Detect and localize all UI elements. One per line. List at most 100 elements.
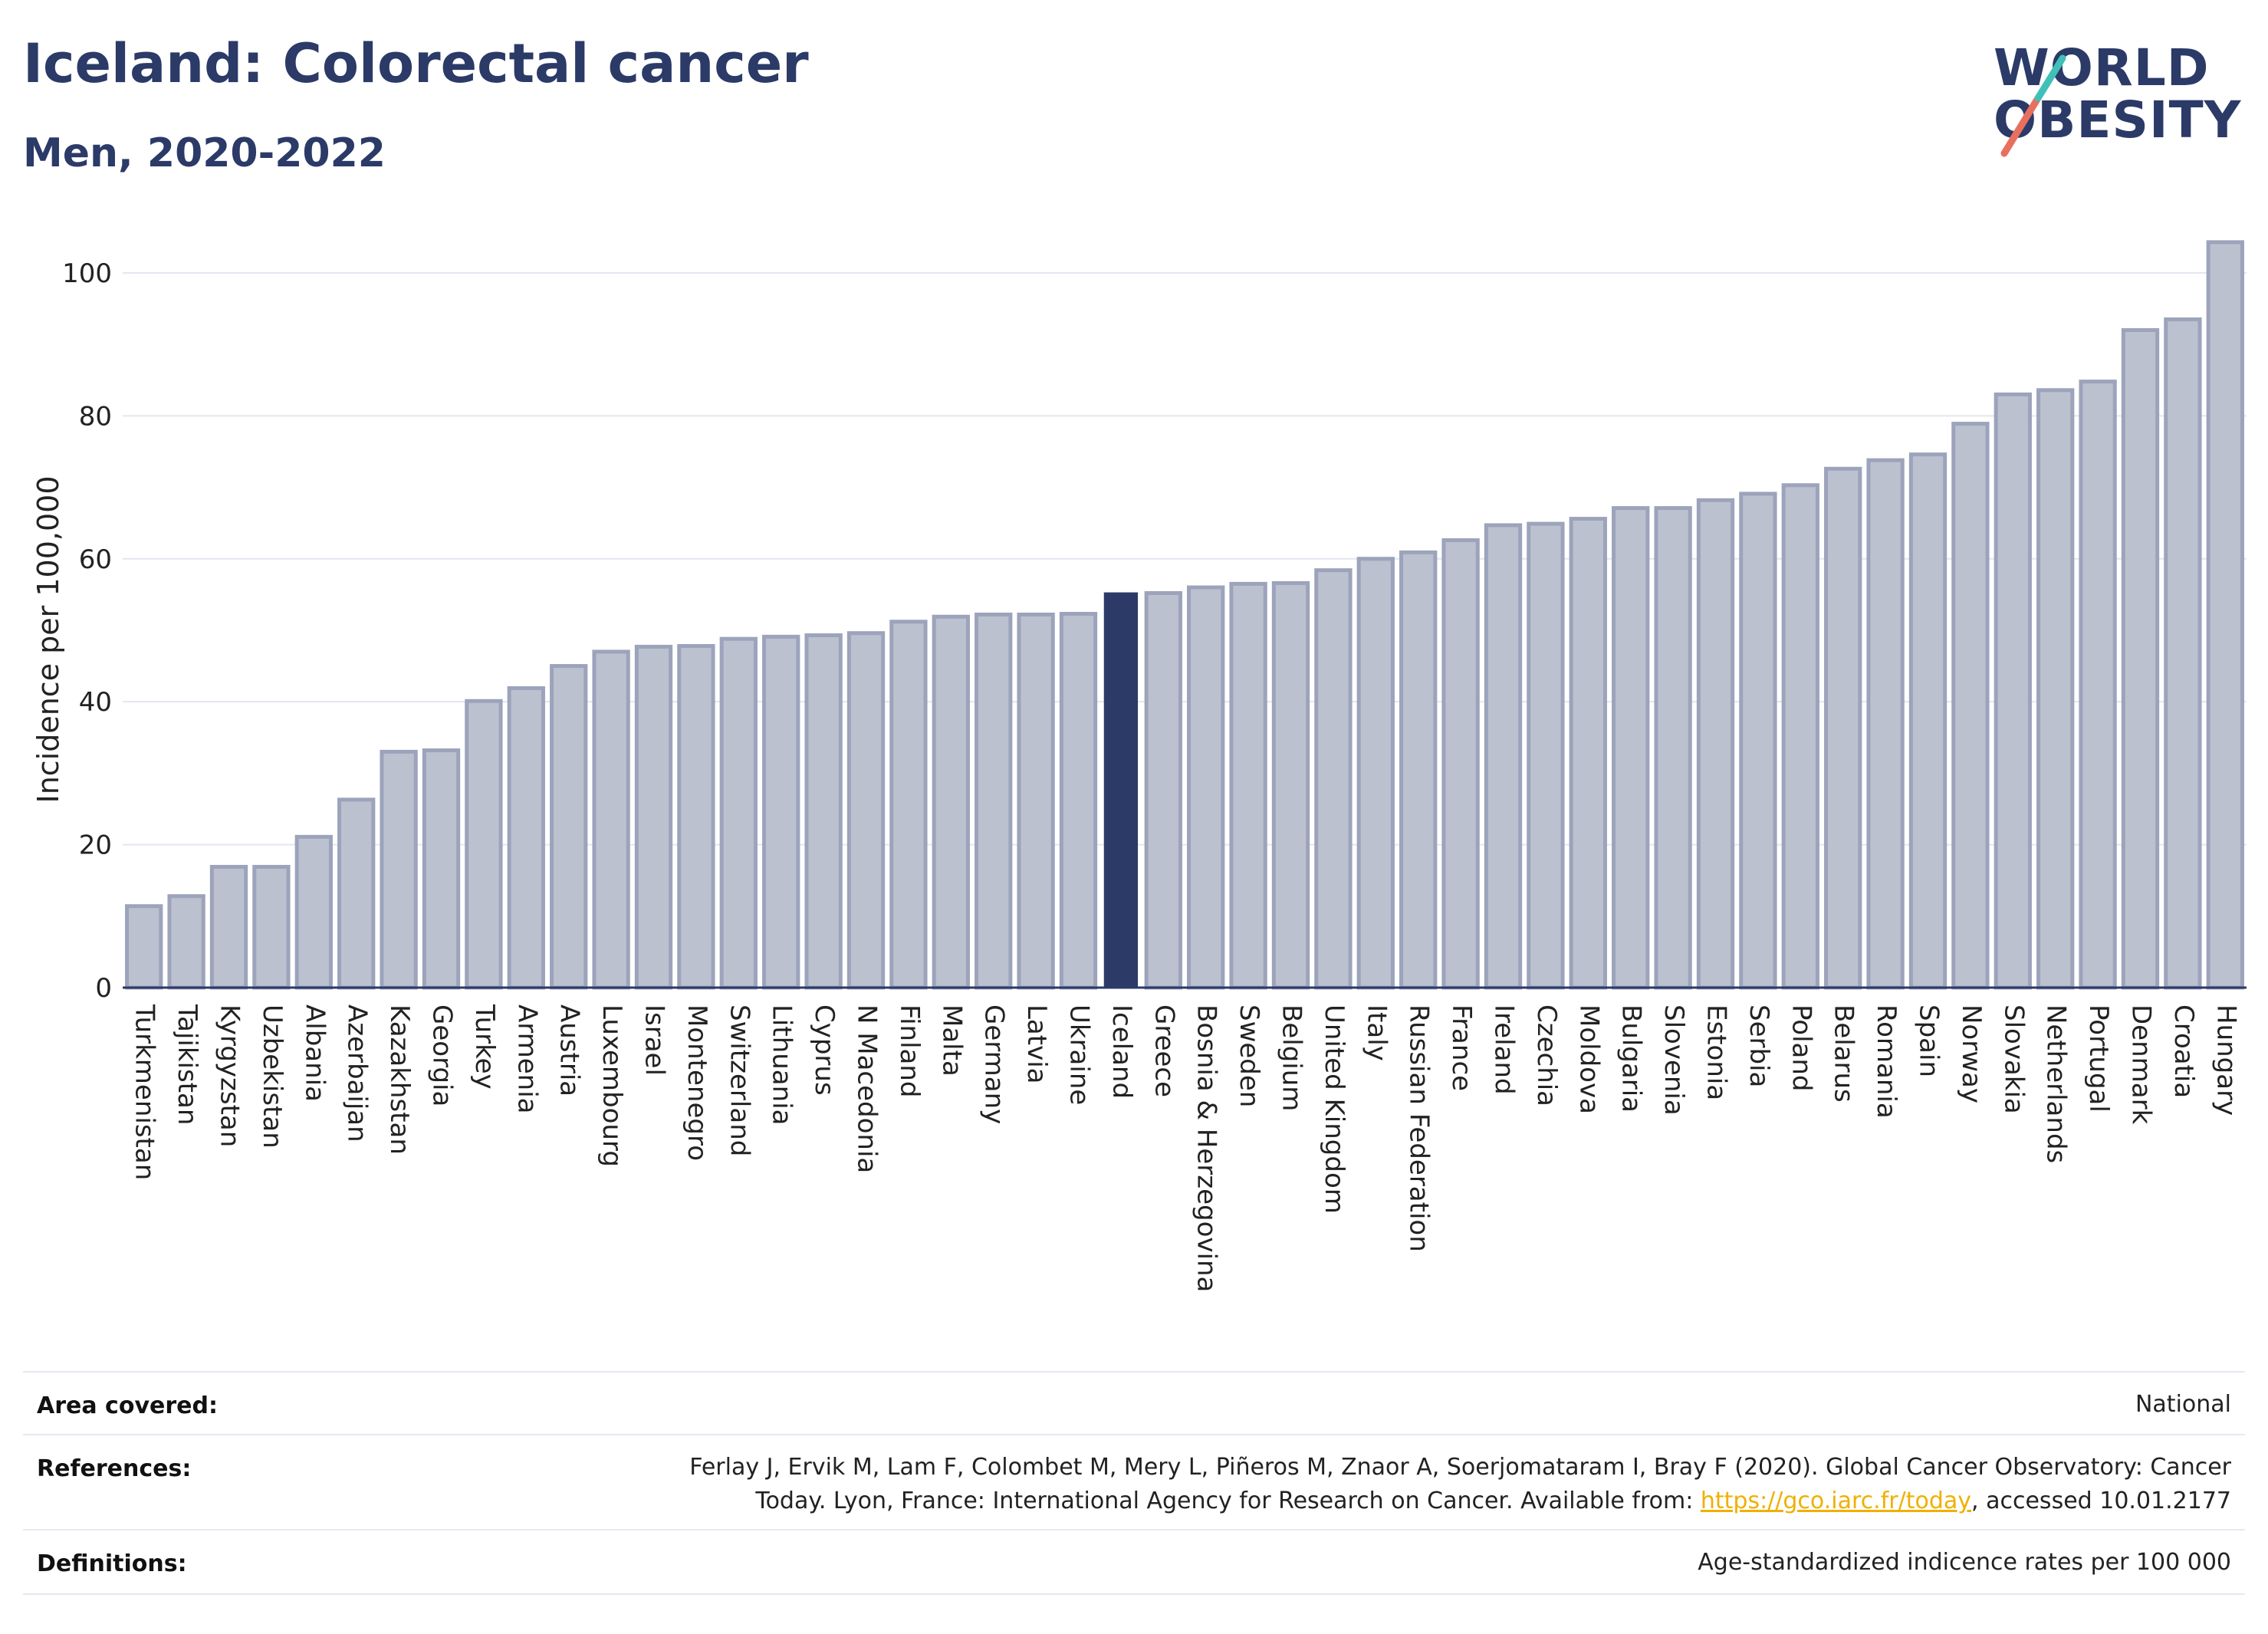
bar-belarus[interactable] [1824, 466, 1862, 990]
bar-austria[interactable] [550, 664, 588, 990]
area-covered-label: Area covered: [37, 1392, 218, 1419]
x-tick-label: Bosnia & Herzegovina [1192, 1004, 1222, 1292]
bar-luxembourg[interactable] [592, 649, 630, 990]
x-tick-label: Cyprus [809, 1004, 840, 1096]
bar-montenegro[interactable] [677, 643, 715, 990]
bar-ukraine[interactable] [1059, 612, 1098, 990]
references-link[interactable]: https://gco.iarc.fr/today [1700, 1488, 1972, 1514]
x-tick-label: Germany [979, 1004, 1010, 1124]
definitions-label: Definitions: [37, 1550, 187, 1577]
bar-romania[interactable] [1866, 458, 1905, 990]
chart-title: Iceland: Colorectal cancer [23, 32, 809, 95]
bar-uzbekistan[interactable] [252, 864, 291, 990]
bar-chart: 0 20 40 60 80 100 Turkmenistan Tajikistan Kyrgyz… [31, 240, 2247, 1292]
logo-line-1: WORLD [1994, 38, 2210, 97]
bar-latvia[interactable] [1017, 612, 1055, 990]
bar-finland[interactable] [889, 620, 928, 990]
bar-switzerland[interactable] [719, 636, 758, 990]
x-tick-label: Norway [1956, 1004, 1987, 1103]
bar-poland[interactable] [1781, 483, 1819, 990]
x-tick-label: Slovenia [1658, 1004, 1689, 1116]
x-tick-label: Luxembourg [597, 1004, 627, 1167]
y-tick-label: 80 [79, 401, 112, 432]
bar-united-kingdom[interactable] [1314, 568, 1353, 990]
bar-sweden[interactable] [1229, 581, 1267, 990]
x-tick-label: Bulgaria [1616, 1004, 1647, 1113]
bar-croatia[interactable] [2164, 317, 2202, 990]
y-tick-label: 100 [62, 258, 112, 289]
bar-slovakia[interactable] [1994, 392, 2032, 990]
bar-kyrgyzstan[interactable] [209, 864, 248, 990]
bar-czechia[interactable] [1527, 521, 1565, 990]
x-tick-label: Spain [1914, 1004, 1944, 1077]
bar-estonia[interactable] [1696, 498, 1735, 990]
x-tick-label: Finland [894, 1004, 925, 1098]
x-tick-label: Russian Federation [1404, 1004, 1435, 1252]
bar-germany[interactable] [975, 612, 1013, 990]
references-line-2: Today. Lyon, France: International Agenc… [689, 1484, 2231, 1518]
y-tick-label: 60 [79, 544, 112, 575]
chart-subtitle: Men, 2020-2022 [23, 130, 386, 176]
world-obesity-logo: WORLD OBESITY [1994, 38, 2254, 161]
bar-belgium[interactable] [1271, 580, 1310, 990]
x-tick-label: Uzbekistan [257, 1004, 288, 1149]
x-tick-label: Sweden [1234, 1004, 1264, 1107]
bar-georgia[interactable] [422, 748, 461, 990]
bar-israel[interactable] [634, 644, 673, 990]
bar-tajikistan[interactable] [167, 894, 205, 990]
x-tick-label: Portugal [2083, 1004, 2114, 1113]
bar-turkmenistan[interactable] [125, 904, 163, 990]
x-tick-label: Ukraine [1064, 1004, 1095, 1105]
x-tick-label: Switzerland [724, 1004, 754, 1156]
bar-france[interactable] [1441, 538, 1480, 990]
x-tick-label: Latvia [1021, 1004, 1052, 1084]
info-row-definitions: Definitions: Age-standardized indicence … [23, 1529, 2245, 1595]
bar-cyprus[interactable] [804, 633, 843, 990]
bars [125, 240, 2244, 990]
x-tick-label: Estonia [1701, 1004, 1732, 1100]
bar-serbia[interactable] [1739, 492, 1777, 990]
bar-spain[interactable] [1908, 452, 1948, 990]
bar-russian-federation[interactable] [1399, 550, 1438, 990]
info-row-area: Area covered: National [23, 1371, 2245, 1435]
bar-malta[interactable] [932, 614, 970, 990]
bar-moldova[interactable] [1569, 517, 1607, 990]
x-tick-label: Slovakia [1998, 1004, 2029, 1114]
x-tick-label: Armenia [511, 1004, 542, 1114]
bar-norway[interactable] [1951, 422, 1990, 990]
x-tick-label: Hungary [2210, 1004, 2241, 1116]
bar-lithuania[interactable] [762, 634, 800, 990]
bar-bosnia-herzegovina[interactable] [1187, 585, 1225, 990]
x-tick-label: Austria [554, 1004, 585, 1096]
x-tick-label: Tajikistan [172, 1004, 202, 1125]
bar-italy[interactable] [1356, 557, 1395, 990]
x-tick-label: Greece [1149, 1004, 1179, 1097]
bar-hungary[interactable] [2206, 240, 2244, 990]
x-tick-label: Moldova [1573, 1004, 1604, 1114]
x-tick-label: Denmark [2126, 1004, 2157, 1125]
x-tick-label: Lithuania [767, 1004, 797, 1125]
references-value: Ferlay J, Ervik M, Lam F, Colombet M, Me… [689, 1451, 2231, 1518]
x-tick-label: Czechia [1531, 1004, 1562, 1106]
area-covered-value: National [2135, 1391, 2231, 1418]
bar-netherlands[interactable] [2036, 388, 2075, 990]
x-tick-label: Ireland [1489, 1004, 1520, 1095]
bar-n-macedonia[interactable] [846, 631, 886, 990]
x-tick-label: Israel [639, 1004, 670, 1076]
bar-albania[interactable] [294, 834, 333, 990]
bar-azerbaijan[interactable] [337, 797, 376, 990]
bar-bulgaria[interactable] [1612, 506, 1650, 990]
bar-slovenia[interactable] [1654, 506, 1692, 990]
bar-turkey[interactable] [465, 699, 503, 990]
bar-armenia[interactable] [507, 685, 545, 990]
bar-ireland[interactable] [1484, 523, 1523, 990]
info-row-references: References: Ferlay J, Ervik M, Lam F, Co… [23, 1434, 2245, 1530]
definitions-value: Age-standardized indicence rates per 100… [1698, 1549, 2231, 1576]
bar-iceland[interactable] [1103, 592, 1139, 988]
bar-denmark[interactable] [2121, 327, 2160, 990]
references-line-2-pre: Today. Lyon, France: International Agenc… [755, 1488, 1701, 1514]
y-axis-title: Incidence per 100,000 [31, 475, 65, 803]
bar-portugal[interactable] [2079, 380, 2117, 990]
bar-greece[interactable] [1144, 590, 1182, 990]
bar-kazakhstan[interactable] [380, 749, 418, 990]
